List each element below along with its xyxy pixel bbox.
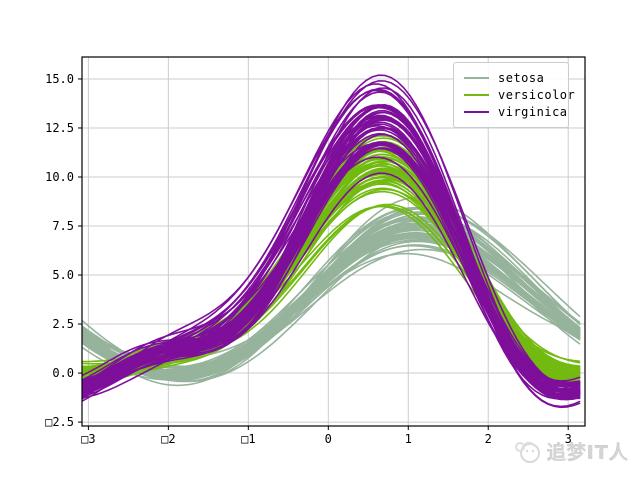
legend-swatch-versicolor xyxy=(464,94,489,96)
x-tick-label: □2 xyxy=(161,432,175,446)
y-tick-label: 0.0 xyxy=(52,366,74,380)
curve-virginica xyxy=(82,115,581,388)
x-tick-label: □3 xyxy=(81,432,95,446)
watermark-logo xyxy=(515,441,540,463)
legend: setosa versicolor virginica xyxy=(453,62,575,128)
y-tick-label: 10.0 xyxy=(45,170,74,184)
watermark: 追梦IT人 xyxy=(514,436,629,466)
legend-label-versicolor: versicolor xyxy=(498,88,576,102)
legend-label-virginica: virginica xyxy=(498,105,568,119)
legend-label-setosa: setosa xyxy=(498,71,545,85)
x-tick-label: □1 xyxy=(241,432,255,446)
y-tick-label: □2.5 xyxy=(45,415,74,429)
legend-swatch-setosa xyxy=(464,77,489,79)
legend-entry-setosa: setosa xyxy=(464,71,558,85)
curve-setosa xyxy=(82,217,581,374)
y-tick-label: 12.5 xyxy=(45,121,74,135)
curve-setosa xyxy=(82,217,581,377)
y-tick-label: 7.5 xyxy=(52,219,74,233)
y-tick-label: 5.0 xyxy=(52,268,74,282)
curve-layer xyxy=(82,74,581,409)
y-tick-label: 2.5 xyxy=(52,317,74,331)
x-tick-label: 0 xyxy=(325,432,332,446)
x-tick-label: 2 xyxy=(485,432,492,446)
curve-virginica xyxy=(82,141,581,393)
legend-entry-versicolor: versicolor xyxy=(464,88,575,102)
legend-entry-virginica: virginica xyxy=(464,105,567,119)
curve-setosa xyxy=(82,229,581,373)
x-tick-label: 1 xyxy=(405,432,412,446)
axes-spines xyxy=(81,56,586,427)
y-tick-label: 15.0 xyxy=(45,72,74,86)
legend-swatch-virginica xyxy=(464,111,489,113)
x-tick-label: 3 xyxy=(565,432,572,446)
watermark-text: 追梦IT人 xyxy=(547,441,630,464)
curve-virginica xyxy=(82,141,581,388)
